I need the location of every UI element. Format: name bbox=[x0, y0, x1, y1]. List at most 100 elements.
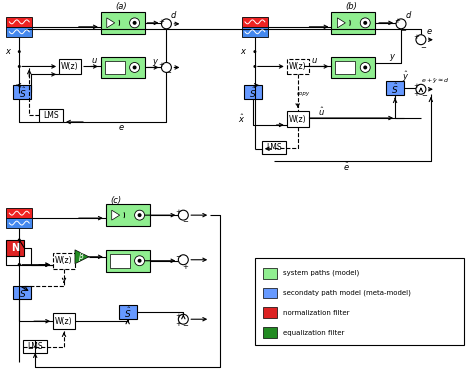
Bar bbox=[59, 58, 81, 74]
Circle shape bbox=[162, 62, 172, 73]
Text: −: − bbox=[175, 254, 181, 260]
Text: $\hat{x}$: $\hat{x}$ bbox=[238, 113, 246, 125]
Circle shape bbox=[360, 62, 370, 73]
Text: y: y bbox=[152, 57, 157, 66]
Text: W(z): W(z) bbox=[289, 62, 307, 71]
Bar bbox=[110, 254, 129, 268]
Circle shape bbox=[254, 65, 256, 68]
Text: LMS: LMS bbox=[27, 342, 43, 351]
Circle shape bbox=[178, 314, 188, 324]
Text: $\hat{y}$: $\hat{y}$ bbox=[402, 69, 410, 83]
Circle shape bbox=[133, 21, 137, 25]
Text: −: − bbox=[182, 323, 188, 329]
Bar bbox=[287, 111, 309, 127]
Text: system paths (model): system paths (model) bbox=[283, 270, 359, 277]
Bar bbox=[331, 57, 375, 78]
Text: d: d bbox=[405, 11, 410, 20]
Text: $\hat{S}$: $\hat{S}$ bbox=[392, 81, 399, 96]
Text: −: − bbox=[400, 28, 406, 34]
Circle shape bbox=[416, 84, 426, 94]
Text: W(z): W(z) bbox=[55, 256, 73, 265]
Text: −: − bbox=[182, 219, 188, 225]
Circle shape bbox=[18, 65, 21, 68]
Text: +: + bbox=[394, 18, 400, 24]
Text: −: − bbox=[165, 71, 171, 76]
Text: +: + bbox=[175, 321, 181, 327]
Text: $\hat{S}$: $\hat{S}$ bbox=[124, 305, 131, 319]
Text: +: + bbox=[158, 62, 164, 69]
Text: equalization filter: equalization filter bbox=[283, 330, 344, 336]
Bar bbox=[6, 240, 24, 256]
Text: d: d bbox=[171, 11, 176, 20]
Bar bbox=[287, 58, 309, 74]
Text: −: − bbox=[421, 93, 427, 99]
Text: +: + bbox=[175, 209, 181, 215]
Text: $\hat{S}$: $\hat{S}$ bbox=[18, 85, 26, 99]
Text: x: x bbox=[5, 47, 10, 56]
Bar bbox=[118, 305, 137, 319]
Text: LMS: LMS bbox=[266, 143, 282, 152]
Bar bbox=[336, 60, 356, 74]
Text: $\hat{u}$: $\hat{u}$ bbox=[318, 106, 325, 118]
Text: $\hat{e}$: $\hat{e}$ bbox=[343, 160, 350, 173]
Bar bbox=[6, 27, 32, 37]
Bar bbox=[6, 17, 32, 27]
Text: secondaty path model (meta-model): secondaty path model (meta-model) bbox=[283, 290, 410, 296]
Circle shape bbox=[162, 19, 172, 29]
Text: W(z): W(z) bbox=[289, 115, 307, 124]
Text: +: + bbox=[413, 83, 419, 89]
Text: e: e bbox=[118, 123, 123, 133]
Circle shape bbox=[133, 66, 137, 69]
Bar bbox=[242, 17, 268, 27]
Text: $e+\hat{y}\approx d$: $e+\hat{y}\approx d$ bbox=[421, 76, 450, 86]
Circle shape bbox=[18, 263, 21, 266]
Bar bbox=[242, 27, 268, 37]
Circle shape bbox=[178, 210, 188, 220]
Bar bbox=[105, 60, 125, 74]
Bar bbox=[262, 141, 286, 154]
Text: W(z): W(z) bbox=[61, 62, 79, 71]
Circle shape bbox=[396, 19, 406, 29]
Bar bbox=[255, 258, 464, 345]
Bar bbox=[23, 340, 47, 353]
Text: +: + bbox=[182, 264, 188, 270]
Circle shape bbox=[137, 213, 142, 217]
Polygon shape bbox=[337, 18, 346, 28]
Text: normalization filter: normalization filter bbox=[283, 310, 349, 316]
Text: x: x bbox=[240, 47, 246, 56]
Bar bbox=[244, 85, 262, 99]
Text: u: u bbox=[312, 56, 317, 65]
Circle shape bbox=[129, 62, 139, 73]
Text: LMS: LMS bbox=[43, 111, 59, 120]
Text: +: + bbox=[413, 34, 419, 40]
Text: −: − bbox=[165, 27, 171, 33]
Circle shape bbox=[363, 66, 367, 69]
Text: e: e bbox=[426, 27, 431, 36]
Polygon shape bbox=[75, 250, 89, 264]
Circle shape bbox=[18, 263, 21, 266]
Bar bbox=[263, 287, 277, 298]
Bar bbox=[101, 57, 145, 78]
Text: N: N bbox=[11, 243, 19, 253]
Circle shape bbox=[135, 256, 145, 266]
Circle shape bbox=[18, 50, 21, 53]
Bar bbox=[53, 253, 75, 269]
Bar bbox=[6, 208, 32, 218]
Bar bbox=[6, 218, 32, 228]
Circle shape bbox=[18, 238, 21, 241]
Bar bbox=[263, 268, 277, 278]
Bar bbox=[106, 250, 149, 272]
Bar bbox=[106, 204, 149, 226]
Circle shape bbox=[360, 18, 370, 28]
Circle shape bbox=[363, 21, 367, 25]
Polygon shape bbox=[112, 210, 120, 220]
Text: +: + bbox=[175, 313, 181, 319]
Text: (a): (a) bbox=[115, 2, 127, 11]
Bar bbox=[13, 85, 31, 99]
Circle shape bbox=[254, 50, 256, 53]
Bar bbox=[13, 285, 31, 300]
Polygon shape bbox=[107, 18, 115, 28]
Text: W(z): W(z) bbox=[55, 317, 73, 326]
Bar bbox=[53, 313, 75, 329]
Bar bbox=[39, 109, 63, 122]
